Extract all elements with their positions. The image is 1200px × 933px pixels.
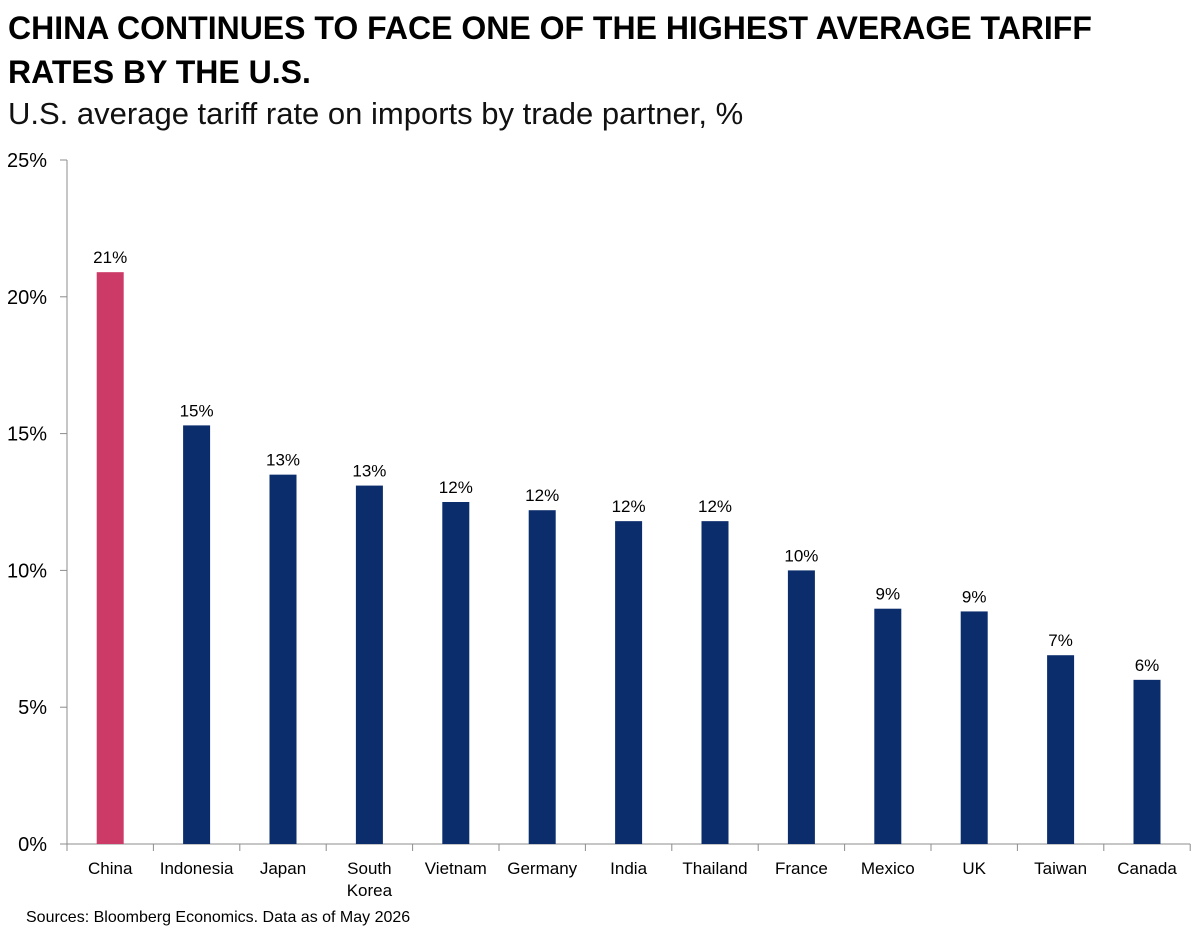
bar-data-label: 7% — [1048, 631, 1073, 650]
y-tick-label: 0% — [18, 834, 47, 856]
y-tick-label: 10% — [7, 560, 47, 582]
x-category-label: Indonesia — [160, 859, 234, 878]
chart-title: CHINA CONTINUES TO FACE ONE OF THE HIGHE… — [8, 10, 1092, 90]
x-category-label: Germany — [507, 859, 577, 878]
bar-france — [787, 570, 815, 844]
chart-subtitle: U.S. average tariff rate on imports by t… — [8, 96, 744, 131]
bar-data-label: 10% — [784, 546, 818, 565]
y-tick-label: 15% — [7, 424, 47, 446]
bar-data-label: 15% — [180, 401, 214, 420]
bar-vietnam — [442, 502, 470, 844]
bar-data-label: 12% — [439, 478, 473, 497]
y-tick-label: 20% — [7, 287, 47, 309]
bar-data-label: 21% — [93, 248, 127, 267]
x-category-label: India — [610, 859, 647, 878]
bar-thailand — [701, 521, 729, 844]
bar-indonesia — [183, 425, 211, 844]
bar-japan — [269, 474, 297, 844]
bar-data-label: 12% — [698, 497, 732, 516]
x-category-label: South Korea — [347, 859, 393, 900]
bar-data-label: 6% — [1135, 656, 1160, 675]
bar-india — [615, 521, 643, 844]
y-tick-label: 25% — [7, 150, 47, 172]
x-category-label: Vietnam — [425, 859, 487, 878]
x-category-label: Mexico — [861, 859, 915, 878]
bar-china — [96, 272, 124, 844]
bar-taiwan — [1047, 655, 1075, 844]
x-category-label: Japan — [260, 859, 306, 878]
x-category-label: China — [88, 859, 133, 878]
x-category-label: Canada — [1117, 859, 1177, 878]
x-category-label: Thailand — [682, 859, 747, 878]
bar-south-korea — [355, 485, 383, 844]
bar-data-label: 13% — [352, 462, 386, 481]
bar-mexico — [874, 608, 902, 844]
bar-germany — [528, 510, 556, 844]
bar-data-label: 12% — [612, 497, 646, 516]
bar-data-label: 12% — [525, 486, 559, 505]
y-tick-label: 5% — [18, 697, 47, 719]
bar-canada — [1133, 679, 1161, 844]
x-category-label: Taiwan — [1034, 859, 1087, 878]
source-note: Sources: Bloomberg Economics. Data as of… — [26, 909, 411, 926]
bar-data-label: 13% — [266, 451, 300, 470]
bar-data-label: 9% — [962, 587, 987, 606]
bar-data-label: 9% — [876, 585, 901, 604]
bar-uk — [960, 611, 988, 844]
x-category-label: UK — [962, 859, 986, 878]
x-category-label: France — [775, 859, 828, 878]
